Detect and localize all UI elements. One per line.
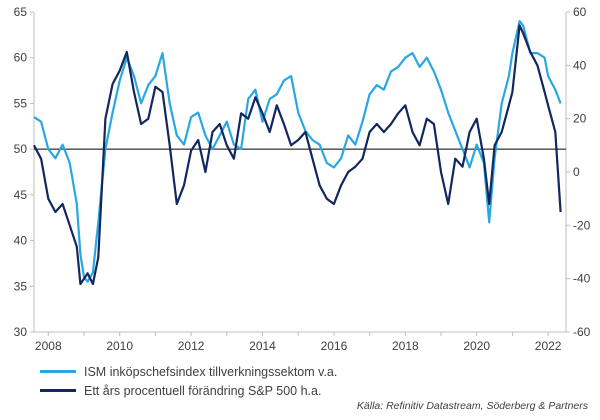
legend-label-ism: ISM inköpschefsindex tillverkningssektom…: [84, 364, 338, 379]
right-tick-label: 20: [573, 112, 587, 126]
left-tick-label: 30: [14, 325, 28, 339]
legend: ISM inköpschefsindex tillverkningssektom…: [40, 362, 337, 400]
x-tick-label: 2016: [321, 339, 348, 353]
x-tick-label: 2012: [178, 339, 205, 353]
right-tick-label: 0: [573, 165, 580, 179]
left-tick-label: 50: [14, 142, 28, 156]
axes: 30 35 40 45 50 55 60 65 -60 -40 -20 0 20 40 60 2008 2010…: [14, 5, 591, 353]
left-tick-label: 35: [14, 279, 28, 293]
left-tick-label: 40: [14, 234, 28, 248]
x-tick-label: 2018: [392, 339, 419, 353]
series-line-sp500: [33, 24, 562, 286]
x-tick-label: 2010: [106, 339, 133, 353]
x-tick-label: 2014: [249, 339, 276, 353]
x-tick-label: 2022: [535, 339, 562, 353]
right-tick-label: -60: [573, 325, 591, 339]
right-tick-label: -40: [573, 272, 591, 286]
x-tick-label: 2020: [463, 339, 490, 353]
source-note: Källa: Refinitiv Datastream, Söderberg &…: [356, 400, 588, 412]
legend-swatch-sp500: [40, 389, 76, 392]
legend-item-ism: ISM inköpschefsindex tillverkningssektom…: [40, 362, 337, 381]
left-tick-label: 60: [14, 51, 28, 65]
right-tick-label: -20: [573, 218, 591, 232]
left-tick-label: 55: [14, 96, 28, 110]
legend-label-sp500: Ett års procentuell förändring S&P 500 h…: [84, 383, 322, 398]
legend-item-sp500: Ett års procentuell förändring S&P 500 h…: [40, 381, 337, 400]
series-layer: [33, 20, 562, 286]
x-tick-label: 2008: [35, 339, 62, 353]
legend-swatch-ism: [40, 370, 76, 373]
right-tick-label: 40: [573, 58, 587, 72]
left-tick-label: 65: [14, 5, 28, 19]
right-tick-label: 60: [573, 5, 587, 19]
left-tick-label: 45: [14, 188, 28, 202]
chart: 30 35 40 45 50 55 60 65 -60 -40 -20 0 20 40 60 2008 2010…: [14, 5, 591, 353]
